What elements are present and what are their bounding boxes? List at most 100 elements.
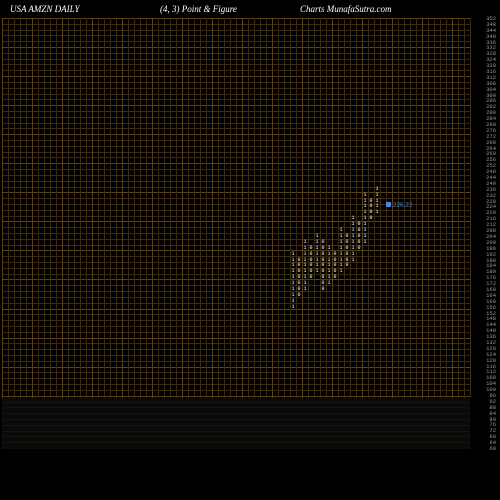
grid-line-v — [344, 18, 345, 398]
pf-x-cell: 1 — [302, 240, 308, 245]
grid-line-v — [290, 18, 291, 398]
pf-o-cell: 0 — [368, 216, 374, 221]
grid-line-v — [92, 18, 93, 398]
grid-line-v — [314, 18, 315, 398]
pf-x-cell: 1 — [374, 187, 380, 192]
pf-o-cell: 0 — [332, 275, 338, 280]
grid-line-v — [428, 18, 429, 398]
pf-o-cell: 0 — [344, 263, 350, 268]
grid-line-h — [2, 407, 470, 408]
grid-line-v — [278, 18, 279, 398]
grid-line-h — [2, 402, 470, 403]
grid-line-v — [236, 18, 237, 398]
grid-line-v — [86, 18, 87, 398]
grid-line-v — [320, 18, 321, 398]
grid-line-v — [110, 18, 111, 398]
chart-bottom-region — [2, 398, 470, 448]
pf-x-cell: 1 — [362, 228, 368, 233]
pf-x-cell: 1 — [350, 216, 356, 221]
grid-line-v — [332, 18, 333, 398]
grid-line-v — [338, 18, 339, 398]
grid-line-v — [248, 18, 249, 398]
price-marker-icon — [386, 202, 391, 207]
pf-x-cell: 1 — [374, 193, 380, 198]
pf-o-cell: 0 — [308, 275, 314, 280]
grid-line-v — [164, 18, 165, 398]
grid-line-v — [272, 18, 273, 398]
pf-x-cell: 1 — [338, 228, 344, 233]
grid-line-v — [176, 18, 177, 398]
grid-line-v — [182, 18, 183, 398]
grid-line-v — [158, 18, 159, 398]
grid-line-v — [14, 18, 15, 398]
grid-line-v — [326, 18, 327, 398]
grid-line-v — [122, 18, 123, 398]
pf-x-cell: 1 — [290, 299, 296, 304]
grid-line-v — [464, 18, 465, 398]
y-axis: 3523483443403363323283243203163123083043… — [470, 18, 498, 448]
pf-x-cell: 1 — [290, 252, 296, 257]
grid-line-v — [68, 18, 69, 398]
source-label: Charts MunafaSutra.com — [300, 4, 392, 14]
grid-line-v — [308, 18, 309, 398]
pf-x-cell: 1 — [338, 269, 344, 274]
grid-line-h — [2, 413, 470, 414]
grid-line-v — [140, 18, 141, 398]
pf-x-cell: 1 — [362, 240, 368, 245]
grid-line-v — [8, 18, 9, 398]
grid-line-v — [416, 18, 417, 398]
grid-line-v — [452, 18, 453, 398]
grid-line-v — [56, 18, 57, 398]
pf-x-cell: 1 — [362, 193, 368, 198]
grid-line-v — [302, 18, 303, 398]
grid-line-v — [2, 18, 3, 398]
grid-line-h — [2, 431, 470, 432]
grid-line-v — [242, 18, 243, 398]
grid-line-v — [422, 18, 423, 398]
grid-line-h — [2, 419, 470, 420]
grid-line-v — [434, 18, 435, 398]
ticker-label: USA AMZN DAILY — [10, 4, 80, 14]
grid-line-v — [200, 18, 201, 398]
grid-line-v — [50, 18, 51, 398]
grid-line-v — [296, 18, 297, 398]
grid-line-v — [284, 18, 285, 398]
grid-line-v — [212, 18, 213, 398]
pf-x-cell: 1 — [374, 199, 380, 204]
pf-x-cell: 1 — [290, 305, 296, 310]
pf-x-cell: 1 — [350, 252, 356, 257]
grid-line-v — [440, 18, 441, 398]
grid-line-v — [128, 18, 129, 398]
grid-line-v — [254, 18, 255, 398]
grid-line-v — [170, 18, 171, 398]
grid-line-v — [224, 18, 225, 398]
current-price-marker: 226.22 — [386, 201, 412, 209]
grid-line-v — [146, 18, 147, 398]
grid-line-v — [38, 18, 39, 398]
pf-x-cell: 1 — [302, 281, 308, 286]
price-marker-value: 226.22 — [393, 201, 412, 209]
config-label: (4, 3) Point & Figure — [160, 4, 237, 14]
pf-o-cell: 0 — [320, 287, 326, 292]
grid-line-v — [104, 18, 105, 398]
pf-x-cell: 1 — [314, 234, 320, 239]
grid-line-v — [446, 18, 447, 398]
grid-line-v — [380, 18, 381, 398]
grid-line-h — [2, 436, 470, 437]
grid-line-v — [20, 18, 21, 398]
grid-line-v — [116, 18, 117, 398]
grid-line-v — [356, 18, 357, 398]
grid-line-v — [188, 18, 189, 398]
grid-line-v — [266, 18, 267, 398]
grid-line-v — [194, 18, 195, 398]
y-axis-label: 60 — [489, 446, 496, 452]
grid-line-h — [2, 425, 470, 426]
pf-x-cell: 1 — [326, 246, 332, 251]
pf-x-cell: 1 — [362, 234, 368, 239]
grid-line-v — [26, 18, 27, 398]
pf-o-cell: 0 — [296, 293, 302, 298]
chart-grid-area: 1111111111000000011111111100000011111110… — [2, 18, 470, 448]
grid-line-v — [44, 18, 45, 398]
grid-line-v — [152, 18, 153, 398]
grid-line-v — [74, 18, 75, 398]
